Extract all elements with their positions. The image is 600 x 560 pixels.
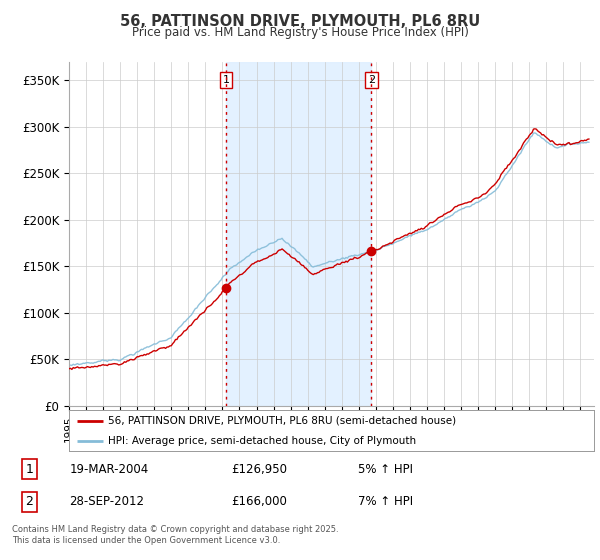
Text: £166,000: £166,000 xyxy=(231,496,287,508)
Text: HPI: Average price, semi-detached house, City of Plymouth: HPI: Average price, semi-detached house,… xyxy=(109,436,416,446)
Text: 1: 1 xyxy=(25,463,33,475)
Text: 2: 2 xyxy=(368,75,375,85)
Text: £126,950: £126,950 xyxy=(231,463,287,475)
Bar xyxy=(226,62,371,406)
Text: 1: 1 xyxy=(223,75,229,85)
Text: 56, PATTINSON DRIVE, PLYMOUTH, PL6 8RU (semi-detached house): 56, PATTINSON DRIVE, PLYMOUTH, PL6 8RU (… xyxy=(109,416,457,426)
Text: 2: 2 xyxy=(25,496,33,508)
Text: 7% ↑ HPI: 7% ↑ HPI xyxy=(358,496,413,508)
Text: 56, PATTINSON DRIVE, PLYMOUTH, PL6 8RU: 56, PATTINSON DRIVE, PLYMOUTH, PL6 8RU xyxy=(120,14,480,29)
Text: Price paid vs. HM Land Registry's House Price Index (HPI): Price paid vs. HM Land Registry's House … xyxy=(131,26,469,39)
Text: 28-SEP-2012: 28-SEP-2012 xyxy=(70,496,145,508)
Text: 5% ↑ HPI: 5% ↑ HPI xyxy=(358,463,413,475)
Text: Contains HM Land Registry data © Crown copyright and database right 2025.
This d: Contains HM Land Registry data © Crown c… xyxy=(12,525,338,545)
Text: 19-MAR-2004: 19-MAR-2004 xyxy=(70,463,149,475)
